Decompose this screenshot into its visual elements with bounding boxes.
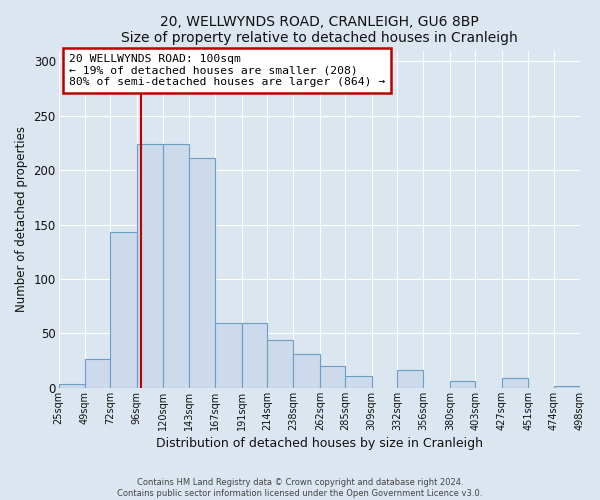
Bar xyxy=(110,232,137,388)
Bar xyxy=(267,340,293,388)
Bar xyxy=(163,144,188,388)
Bar xyxy=(293,354,320,388)
Bar xyxy=(85,358,110,388)
Bar xyxy=(137,144,163,388)
Title: 20, WELLWYNDS ROAD, CRANLEIGH, GU6 8BP
Size of property relative to detached hou: 20, WELLWYNDS ROAD, CRANLEIGH, GU6 8BP S… xyxy=(121,15,518,45)
X-axis label: Distribution of detached houses by size in Cranleigh: Distribution of detached houses by size … xyxy=(156,437,483,450)
Y-axis label: Number of detached properties: Number of detached properties xyxy=(15,126,28,312)
Bar xyxy=(215,322,242,388)
Text: 20 WELLWYNDS ROAD: 100sqm
← 19% of detached houses are smaller (208)
80% of semi: 20 WELLWYNDS ROAD: 100sqm ← 19% of detac… xyxy=(69,54,385,87)
Bar xyxy=(188,158,215,388)
Bar xyxy=(450,382,475,388)
Bar xyxy=(502,378,528,388)
Bar xyxy=(554,386,580,388)
Bar xyxy=(320,366,345,388)
Bar xyxy=(242,322,267,388)
Bar xyxy=(59,384,85,388)
Bar xyxy=(397,370,424,388)
Bar xyxy=(345,376,371,388)
Text: Contains HM Land Registry data © Crown copyright and database right 2024.
Contai: Contains HM Land Registry data © Crown c… xyxy=(118,478,482,498)
